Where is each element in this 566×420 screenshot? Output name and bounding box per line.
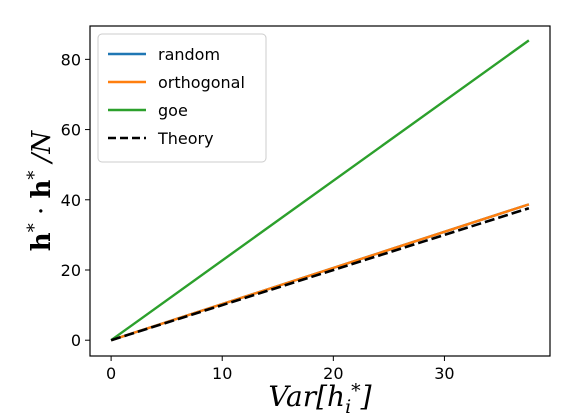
legend: random orthogonal goe Theory [97, 33, 267, 163]
legend-label-random: random [158, 45, 220, 64]
x-tick-label: 10 [212, 364, 232, 383]
series-line-goe [110, 39, 530, 342]
legend-label-goe: goe [158, 101, 188, 120]
plot-frame [89, 25, 551, 357]
x-axis-ticks: 0 10 20 30 [106, 356, 455, 383]
y-tick-label: 0 [71, 331, 81, 350]
y-tick-label: 80 [61, 50, 81, 69]
legend-label-theory: Theory [157, 129, 214, 148]
y-axis-ticks: 0 20 40 60 80 [61, 50, 90, 350]
x-tick-label: 0 [106, 364, 116, 383]
x-tick-label: 20 [323, 364, 343, 383]
series-layer [110, 39, 530, 342]
y-tick-label: 20 [61, 261, 81, 280]
y-axis-label: h* · h* /N [24, 130, 57, 252]
x-axis-label: Var[hi*] [268, 380, 371, 418]
y-tick-label: 40 [61, 191, 81, 210]
x-tick-label: 30 [434, 364, 454, 383]
legend-label-orthogonal: orthogonal [158, 73, 245, 92]
legend-box [97, 33, 267, 163]
y-tick-label: 60 [61, 121, 81, 140]
series-line-theory [110, 206, 530, 342]
